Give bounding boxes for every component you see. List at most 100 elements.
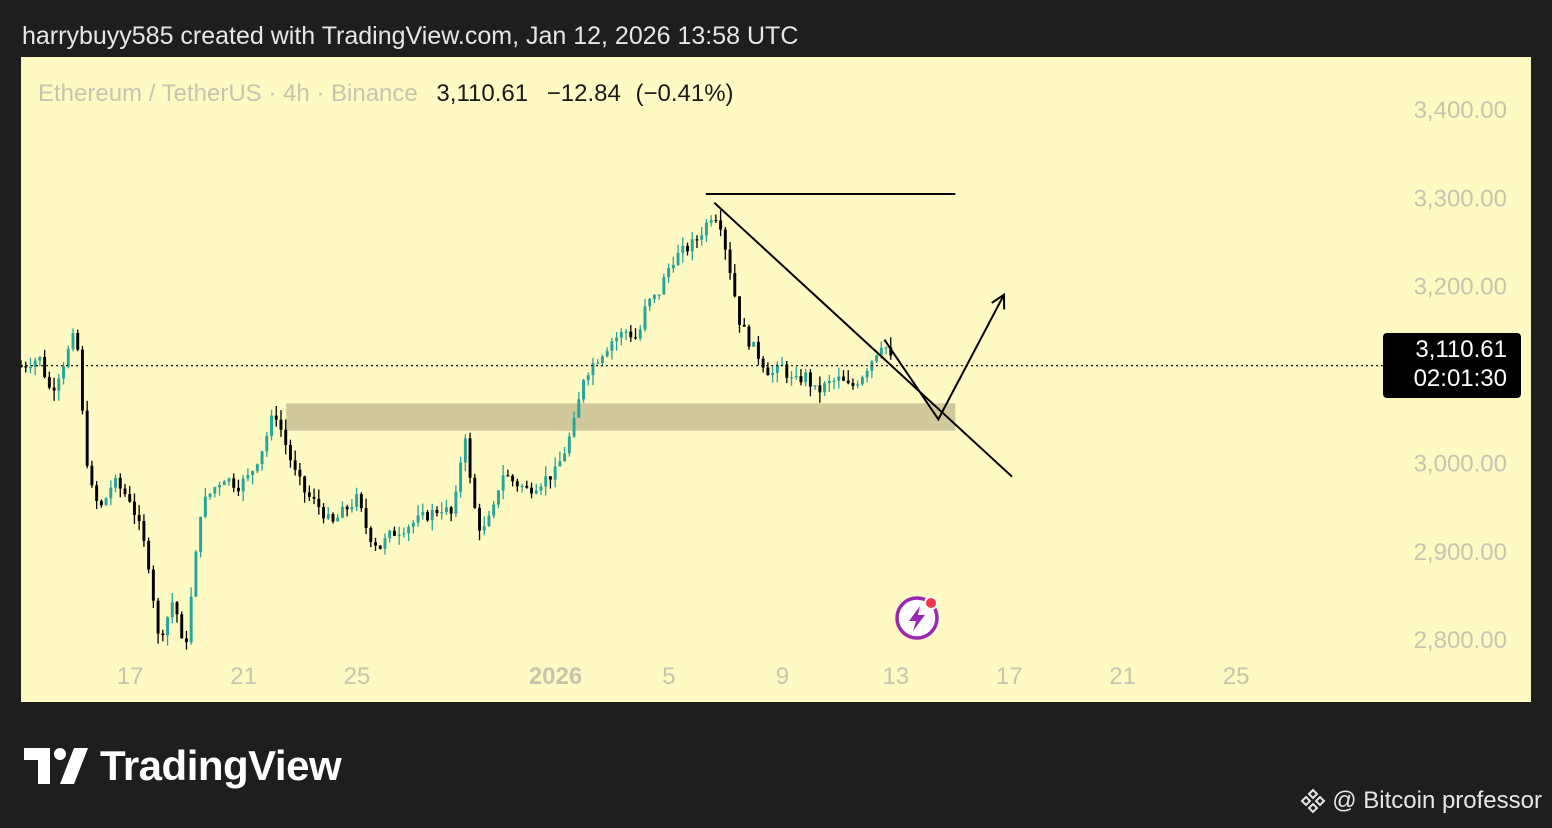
candle	[123, 483, 127, 497]
price-axis-label: 2,800.00	[1414, 627, 1507, 654]
candle	[118, 473, 122, 498]
candle	[487, 510, 491, 528]
candle	[700, 226, 704, 246]
candle	[846, 370, 850, 385]
candle	[624, 328, 628, 341]
candle	[851, 378, 855, 390]
candle	[586, 372, 590, 386]
candle	[350, 499, 354, 513]
candle	[832, 377, 836, 390]
tradingview-logo[interactable]: TradingView	[24, 742, 342, 790]
time-axis-label: 25	[1223, 663, 1250, 690]
symbol-legend[interactable]: Ethereum / TetherUS · 4h · Binance 3,110…	[38, 80, 734, 108]
candle	[582, 378, 585, 403]
time-axis-label: 25	[344, 663, 371, 690]
candle	[818, 376, 822, 403]
drawings-layer	[21, 192, 1383, 478]
candle	[222, 479, 226, 485]
time-axis-label: 5	[662, 663, 675, 690]
chart-panel[interactable]: 3,400.00 3,300.00 3,200.00 3,000.00 2,900.00…	[21, 57, 1531, 702]
candle	[440, 502, 444, 520]
candle	[288, 439, 292, 468]
descending-trendline[interactable]	[713, 202, 1013, 478]
candles-layer	[21, 210, 893, 650]
candle	[80, 345, 84, 415]
bar-countdown-label: 02:01:30	[1414, 365, 1507, 392]
candle	[33, 357, 37, 376]
candle	[114, 474, 118, 493]
candle	[501, 464, 505, 500]
candle	[369, 526, 373, 548]
candle	[364, 498, 368, 535]
candle	[421, 503, 425, 520]
candle	[530, 482, 533, 499]
candle	[147, 537, 151, 574]
candle	[71, 328, 75, 352]
legend-change-percent: (−0.41%)	[635, 80, 734, 107]
symbol-description[interactable]: Ethereum / TetherUS · 4h · Binance	[38, 80, 418, 107]
candle	[270, 409, 273, 441]
candle	[842, 370, 845, 382]
candle	[638, 325, 642, 341]
candle	[780, 356, 784, 366]
tradingview-logo-icon	[24, 748, 88, 784]
candle	[402, 527, 406, 538]
candle	[690, 231, 694, 261]
candle	[591, 357, 595, 386]
price-axis-label: 2,900.00	[1414, 539, 1507, 566]
candle	[823, 380, 827, 397]
candle	[449, 506, 453, 522]
candle	[827, 374, 831, 392]
candle	[648, 297, 652, 312]
candle	[76, 329, 80, 352]
candle	[293, 450, 297, 476]
candle	[156, 597, 160, 644]
candle	[57, 373, 61, 401]
candle	[463, 434, 467, 472]
legend-price: 3,110.61	[436, 80, 529, 107]
candle	[246, 468, 250, 482]
candle	[236, 479, 240, 496]
candle	[496, 489, 500, 509]
binance-icon	[1300, 788, 1326, 814]
time-axis-label: 13	[882, 663, 909, 690]
time-axis-label: 21	[230, 663, 257, 690]
candle	[454, 485, 458, 518]
candle	[274, 406, 278, 427]
candle	[572, 411, 576, 438]
candle	[714, 214, 718, 223]
time-axis-label: 17	[996, 663, 1023, 690]
candle	[85, 400, 89, 469]
candle	[544, 466, 548, 496]
candle	[511, 474, 515, 487]
candle	[132, 493, 136, 525]
candle	[761, 356, 765, 373]
candle	[667, 263, 671, 283]
candle	[426, 509, 429, 522]
projected-path-arrow[interactable]	[883, 296, 1003, 422]
candle	[525, 480, 529, 489]
candle	[66, 345, 70, 369]
candle	[151, 565, 155, 608]
support-zone[interactable]	[286, 403, 956, 431]
alert-icon[interactable]	[895, 596, 939, 640]
candle	[232, 473, 236, 493]
candle	[884, 346, 888, 355]
candle	[43, 349, 47, 379]
candle	[99, 499, 103, 508]
candle	[856, 380, 860, 389]
candle	[473, 473, 477, 509]
candle	[558, 451, 562, 467]
candle	[109, 480, 113, 506]
price-chart[interactable]: 3,400.00 3,300.00 3,200.00 3,000.00 2,900.00…	[21, 57, 1531, 702]
candle	[643, 298, 647, 332]
candle	[492, 500, 496, 519]
candle	[804, 368, 808, 387]
candle	[756, 335, 760, 366]
candle	[388, 529, 392, 543]
candle	[723, 227, 727, 260]
candle	[199, 516, 203, 558]
candle	[95, 481, 99, 510]
candle	[444, 499, 448, 515]
candle	[813, 385, 817, 390]
